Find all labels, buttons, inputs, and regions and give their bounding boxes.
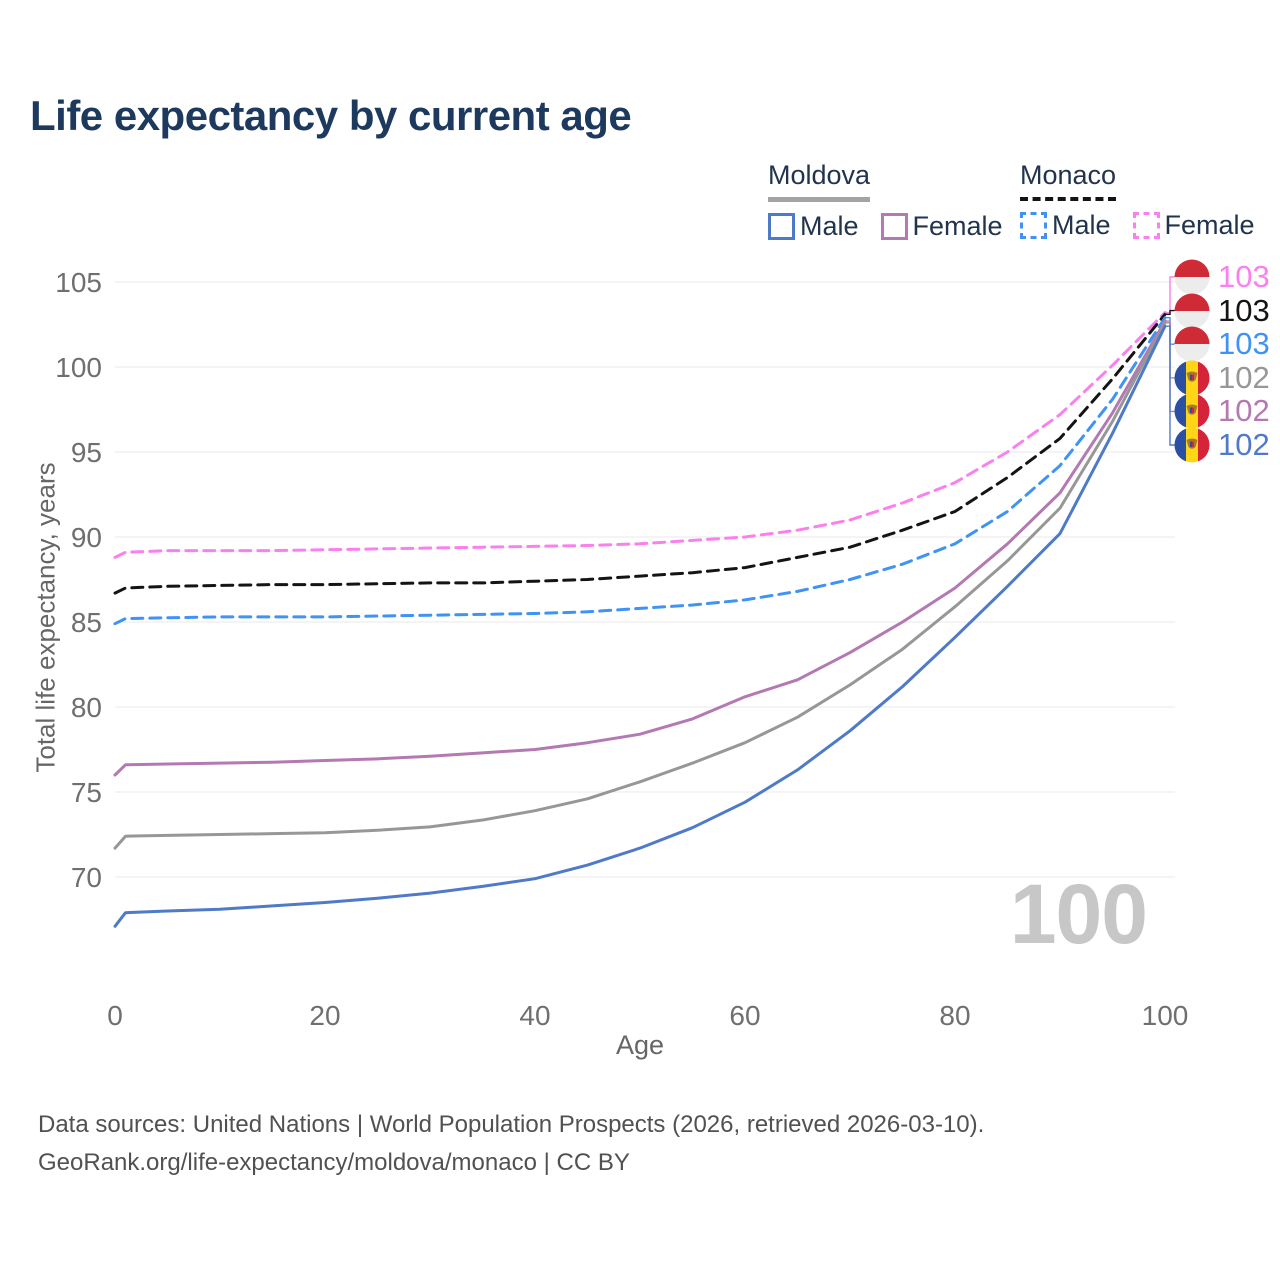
- end-label-value: 102: [1218, 393, 1270, 429]
- x-tick-label: 100: [1142, 1000, 1189, 1031]
- x-tick-label: 60: [729, 1000, 760, 1031]
- legend-item-moldova-male[interactable]: Male: [768, 211, 859, 242]
- monaco-male-swatch-icon: [1020, 212, 1047, 239]
- legend-row-monaco: Male Female: [1020, 210, 1255, 241]
- y-tick-label: 100: [55, 352, 102, 383]
- monaco-female-swatch-icon: [1132, 212, 1160, 239]
- line-monaco-both-sexes: [113, 312, 1167, 595]
- footer-sources: Data sources: United Nations | World Pop…: [38, 1111, 985, 1138]
- y-axis-title: Total life expectancy, years: [30, 462, 61, 773]
- y-tick-label: 85: [71, 607, 102, 638]
- x-tick-label: 20: [309, 1000, 340, 1031]
- legend-label: Female: [912, 211, 1003, 241]
- end-label-row-monaco-female: 103: [1174, 259, 1270, 295]
- y-tick-label: 80: [71, 692, 102, 723]
- line-moldova-both-sexes: [113, 321, 1167, 850]
- legend-item-monaco-female[interactable]: Female: [1132, 210, 1255, 241]
- footer: Data sources: United Nations | World Pop…: [38, 1106, 984, 1182]
- footer-attribution: GeoRank.org/life-expectancy/moldova/mona…: [38, 1149, 630, 1176]
- line-monaco-male: [113, 316, 1167, 626]
- moldova-flag-icon: [1174, 427, 1210, 463]
- x-tick-label: 40: [519, 1000, 550, 1031]
- end-label-value: 103: [1218, 326, 1270, 362]
- y-tick-label: 95: [71, 437, 102, 468]
- legend-label: Male: [1052, 210, 1111, 240]
- moldova-male-swatch-icon: [768, 213, 795, 240]
- legend-country-monaco: Monaco: [1020, 160, 1117, 201]
- end-label-value: 103: [1218, 292, 1270, 328]
- page-title: Life expectancy by current age: [30, 92, 632, 139]
- y-tick-label: 90: [71, 522, 102, 553]
- end-label-row-moldova-female: 102: [1174, 393, 1270, 429]
- moldova-female-swatch-icon: [880, 213, 908, 240]
- moldova-flag-icon: [1174, 393, 1210, 429]
- end-label-value: 102: [1218, 359, 1270, 395]
- legend-group-moldova: Moldova Male Female: [768, 160, 1003, 242]
- end-label-connector-monaco-female: [1165, 276, 1176, 314]
- y-tick-label: 75: [71, 777, 102, 808]
- legend-item-monaco-male[interactable]: Male: [1020, 210, 1111, 241]
- end-label-connector-monaco-both-sexes: [1165, 309, 1176, 315]
- x-axis-title: Age: [615, 1030, 665, 1060]
- line-moldova-male: [113, 324, 1167, 928]
- monaco-flag-icon: [1174, 293, 1210, 329]
- legend-group-monaco: Monaco Male Female: [1020, 160, 1255, 241]
- monaco-flag-icon: [1174, 326, 1210, 362]
- moldova-flag-icon: [1174, 360, 1210, 396]
- legend-label: Male: [800, 211, 859, 241]
- end-label-value: 103: [1218, 259, 1270, 294]
- line-monaco-female: [113, 311, 1167, 559]
- x-tick-label: 80: [939, 1000, 970, 1031]
- end-label-row-moldova-male: 102: [1174, 427, 1270, 463]
- end-label-value: 102: [1218, 427, 1270, 462]
- y-tick-label: 70: [71, 862, 102, 893]
- end-label-row-monaco-male: 103: [1174, 326, 1270, 362]
- monaco-flag-icon: [1174, 259, 1210, 295]
- age-watermark: 100: [1009, 867, 1148, 961]
- end-label-connector-moldova-male: [1165, 325, 1176, 446]
- legend-label: Female: [1164, 210, 1255, 240]
- y-tick-label: 105: [55, 267, 102, 298]
- line-moldova-female: [113, 319, 1167, 777]
- legend-country-moldova: Moldova: [768, 160, 871, 202]
- end-label-row-monaco-both-sexes: 103: [1174, 293, 1270, 329]
- legend-row-moldova: Male Female: [768, 211, 1003, 242]
- x-tick-label: 0: [107, 1000, 123, 1031]
- legend-item-moldova-female[interactable]: Female: [880, 211, 1003, 242]
- end-label-row-moldova-both-sexes: 102: [1174, 360, 1270, 396]
